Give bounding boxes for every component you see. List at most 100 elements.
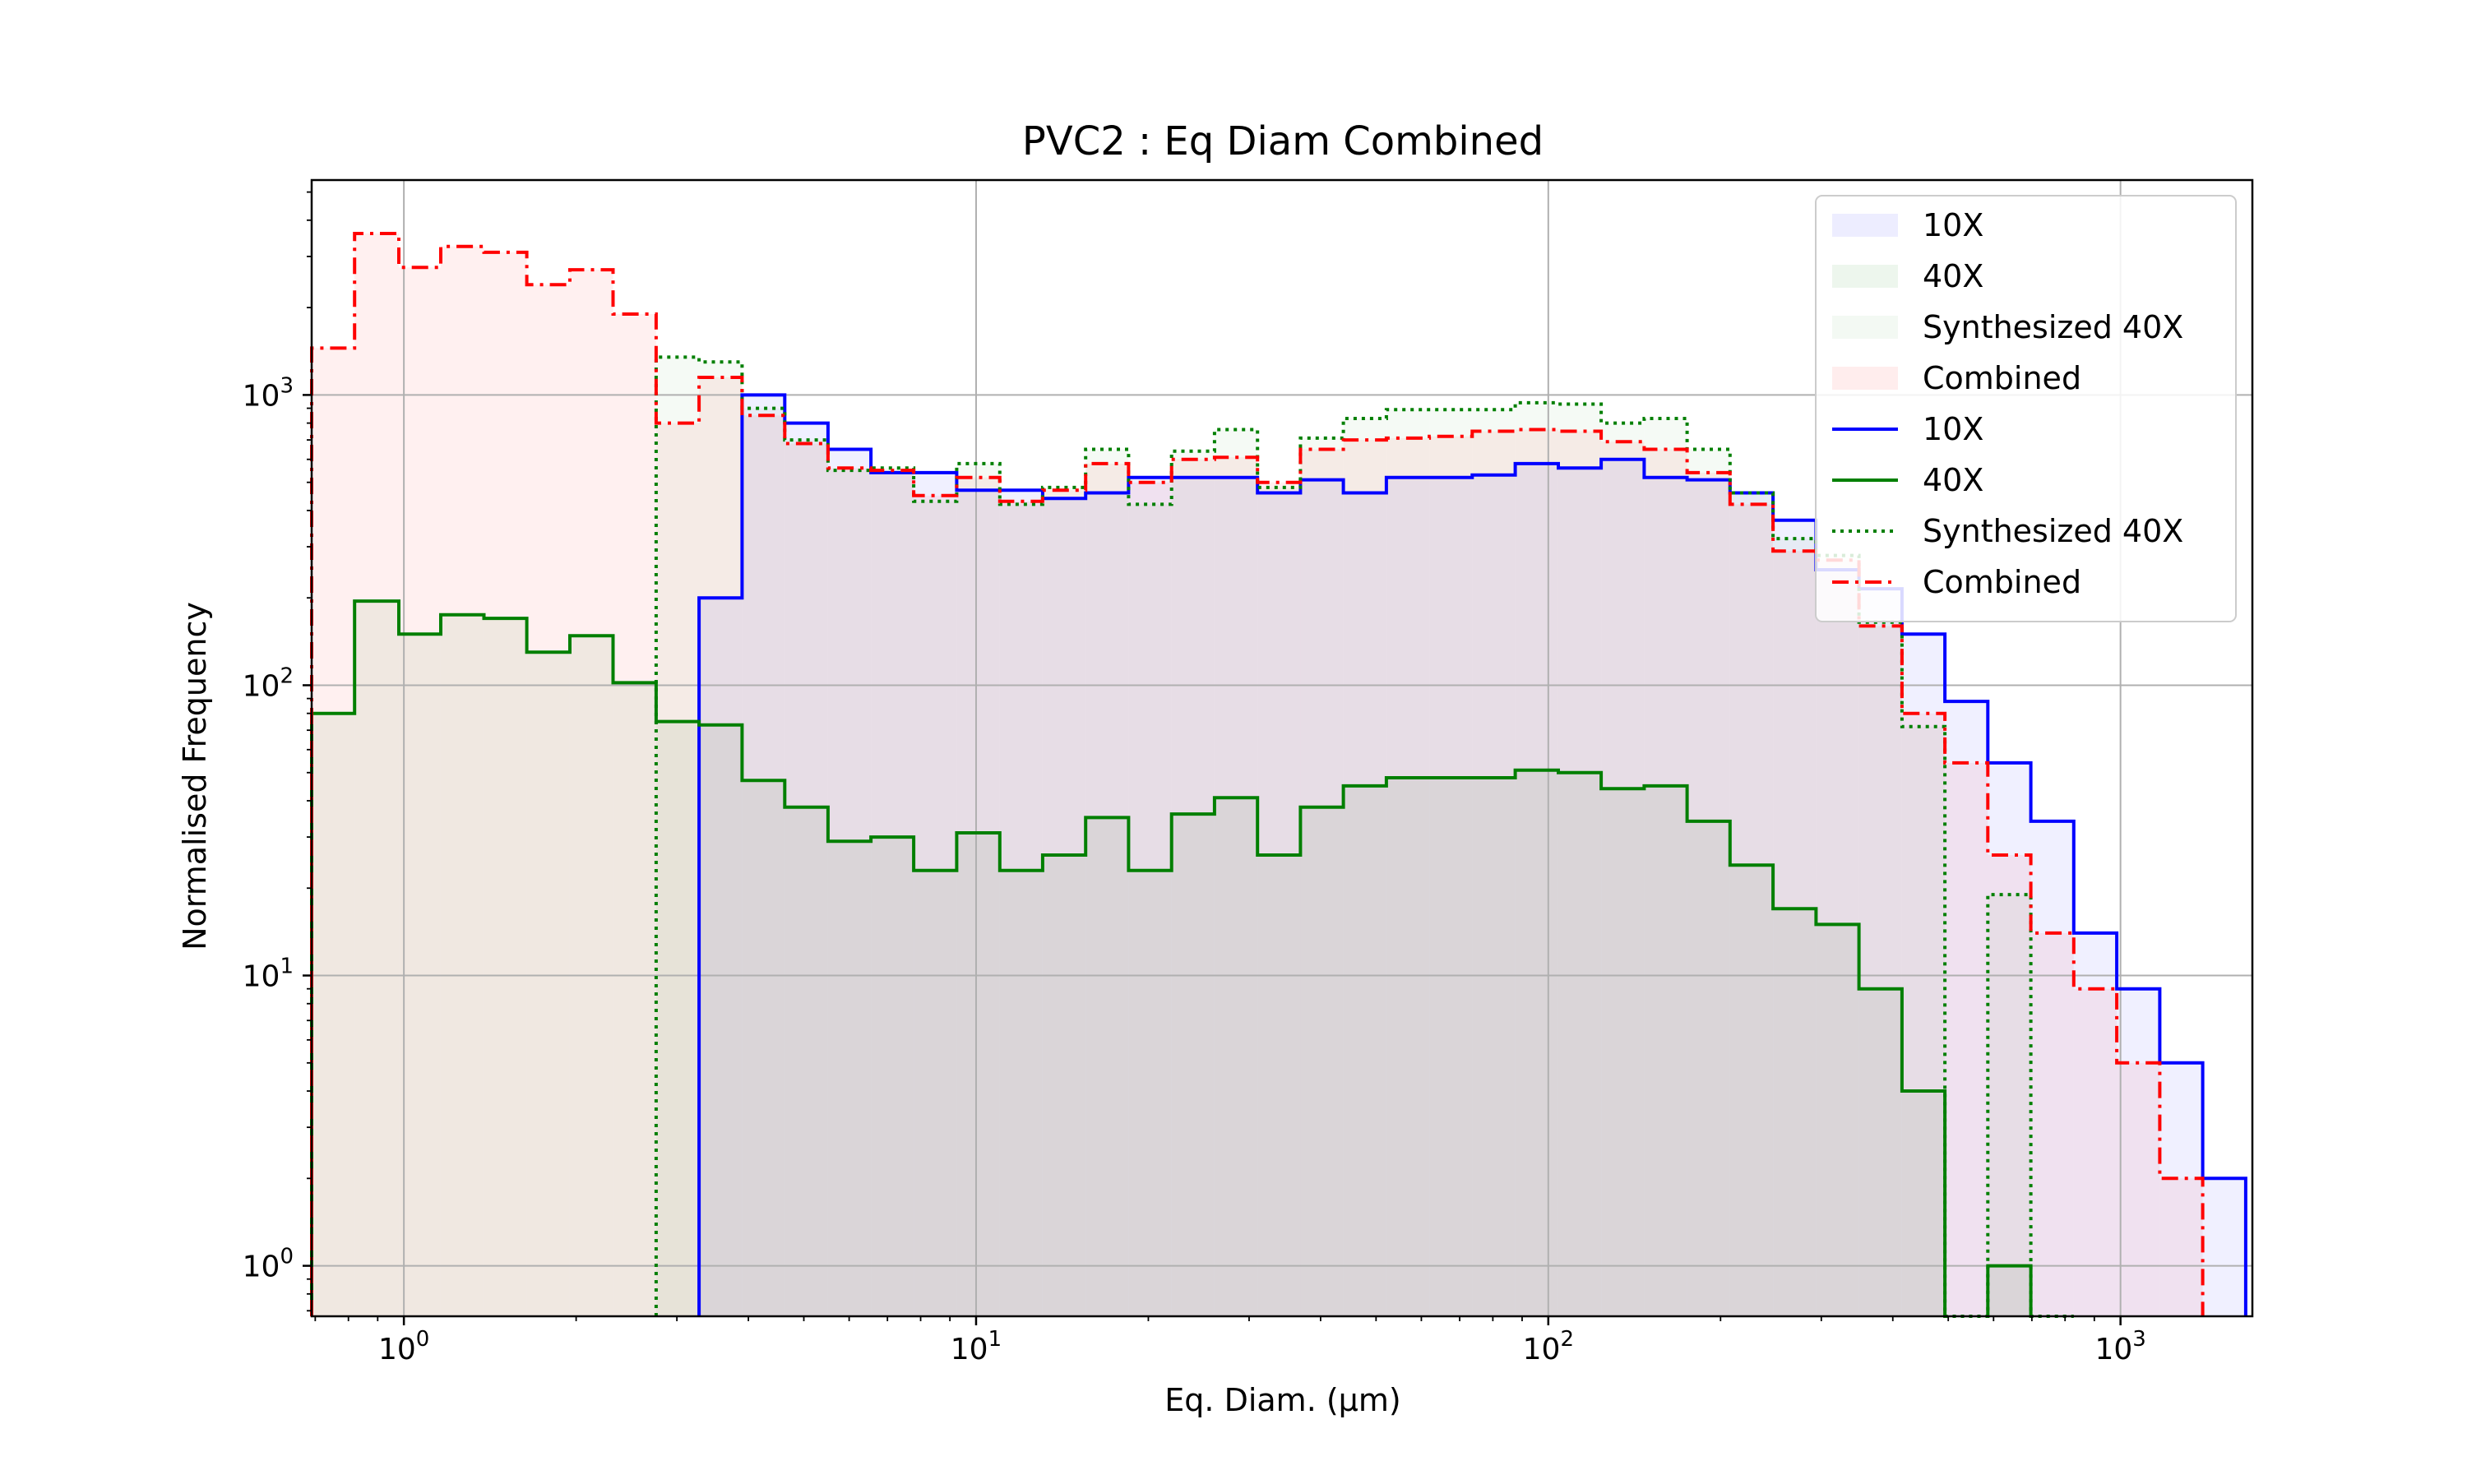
bar-fill-1 [2073, 932, 2118, 1316]
bar-fill-2 [1644, 785, 1687, 1316]
bar-fill-4 [399, 267, 441, 1316]
series-line-2 [310, 599, 1947, 1316]
legend-patch-1-label: 10X [1923, 207, 1983, 243]
bar-fill-4 [1988, 855, 2031, 1316]
bar-fill-4 [1128, 482, 1172, 1316]
bar-fill-2 [999, 870, 1043, 1316]
bar-fill-1 [1858, 589, 1902, 1316]
bar-fill-1 [1644, 477, 1687, 1316]
y-tick-label: 103 [243, 373, 294, 413]
bar-fill-1 [1687, 479, 1730, 1316]
bar-fill-2 [1472, 778, 1516, 1316]
tick-layer: 100 101 102 103 100 101 102 103 [243, 191, 2146, 1366]
bar-fill-4 [1515, 429, 1558, 1317]
bar-fill-2 [1816, 924, 1859, 1316]
legend-line-3-label: Synthesized 40X [1923, 513, 2183, 549]
bar-fill-4 [1171, 459, 1215, 1316]
bar-fill-3 [871, 468, 914, 1316]
bar-fill-4 [871, 470, 914, 1317]
bar-fill-1 [1042, 498, 1086, 1316]
bar-fill-2 [440, 614, 484, 1316]
y-tick-label: 101 [243, 955, 294, 994]
bar-fill-1 [1343, 492, 1386, 1316]
bar-fill-1 [1128, 477, 1172, 1316]
bar-fill-1 [1214, 477, 1258, 1316]
bar-fill-4 [1386, 437, 1430, 1316]
bar-fill-4 [742, 415, 785, 1316]
legend-patch-2-swatch [1832, 265, 1898, 288]
bar-fill-2 [312, 713, 355, 1316]
bar-fill-3 [699, 362, 743, 1317]
bar-fill-2 [1171, 814, 1215, 1316]
legend-patch-3-label: Synthesized 40X [1923, 309, 2183, 345]
bar-fill-3 [1644, 418, 1687, 1316]
legend-patch-1-swatch [1832, 214, 1898, 237]
x-tick-label: 100 [378, 1327, 429, 1366]
bar-fill-4 [1729, 504, 1774, 1316]
bar-fill-4 [827, 468, 872, 1316]
bar-fill-3 [1257, 487, 1301, 1316]
bar-fill-1 [1729, 492, 1774, 1316]
bar-fill-4 [484, 252, 527, 1316]
bar-fill-3 [1557, 404, 1602, 1316]
bar-fill-1 [699, 598, 743, 1316]
bar-fill-4 [1214, 457, 1258, 1316]
bar-fill-4 [613, 313, 656, 1316]
bar-fill-4 [1557, 431, 1602, 1316]
bar-fill-3 [1901, 726, 1946, 1316]
legend-patch-3-entry: Synthesized 40X [1832, 309, 2183, 345]
bar-fill-4 [1472, 431, 1516, 1316]
bar-fill-4 [1429, 436, 1473, 1316]
bar-fill-3 [914, 501, 957, 1316]
bar-fill-4 [1343, 440, 1386, 1316]
bar-fill-3 [1171, 451, 1215, 1317]
bar-fill-2 [354, 601, 400, 1316]
bar-fill-2 [1257, 855, 1301, 1316]
series-line-3 [654, 355, 2074, 1318]
bar-fill-1 [999, 490, 1043, 1316]
legend-patch-1-entry: 10X [1832, 207, 1983, 243]
bar-fill-4 [1042, 490, 1086, 1316]
bar-fill-3 [1300, 437, 1344, 1316]
x-tick-label: 103 [2094, 1327, 2145, 1366]
legend-patch-4-label: Combined [1923, 360, 2081, 396]
bar-fill-4 [1945, 762, 1988, 1316]
bar-fill-3 [999, 504, 1043, 1316]
bar-fill-1 [1472, 474, 1516, 1316]
bar-fill-4 [1773, 551, 1817, 1316]
bar-fill-3 [1687, 449, 1730, 1316]
bar-fill-4 [999, 501, 1043, 1316]
bar-fill-1 [1429, 477, 1473, 1316]
bar-fill-1 [2202, 1178, 2246, 1316]
bar-fill-4 [2117, 1062, 2160, 1316]
bar-fill-3 [1128, 504, 1172, 1316]
bar-fill-4 [914, 495, 957, 1316]
legend-line-4-label: Combined [1923, 564, 2081, 600]
bar-fill-3 [956, 463, 1000, 1317]
bar-fill-2 [1988, 1265, 2031, 1316]
series-line-layer [310, 232, 2247, 1318]
bar-fill-3 [1858, 622, 1902, 1316]
bar-fill-4 [2159, 1178, 2203, 1316]
bar-fill-2 [956, 833, 1000, 1316]
y-tick-label: 100 [243, 1245, 294, 1284]
bar-fill-3 [742, 408, 785, 1317]
bar-fill-2 [1557, 772, 1602, 1316]
bar-fill-1 [2030, 821, 2074, 1316]
x-tick-label: 101 [951, 1327, 1002, 1366]
bar-fill-4 [655, 423, 700, 1317]
bar-fill-4 [526, 284, 570, 1317]
bar-fill-4 [785, 443, 828, 1316]
plot-frame [310, 178, 2254, 1318]
bar-fill-1 [1557, 468, 1602, 1316]
bar-fill-2 [1386, 778, 1430, 1316]
bar-fill-1 [1300, 479, 1344, 1316]
bar-fill-3 [1214, 429, 1258, 1317]
bar-fill-3 [1386, 409, 1430, 1317]
bar-fill-3 [655, 357, 700, 1317]
x-axis-label: Eq. Diam. (µm) [1164, 1382, 1400, 1418]
bar-fill-2 [1515, 770, 1558, 1316]
bar-fill-3 [1601, 423, 1645, 1317]
bar-fill-2 [1901, 1091, 1946, 1316]
